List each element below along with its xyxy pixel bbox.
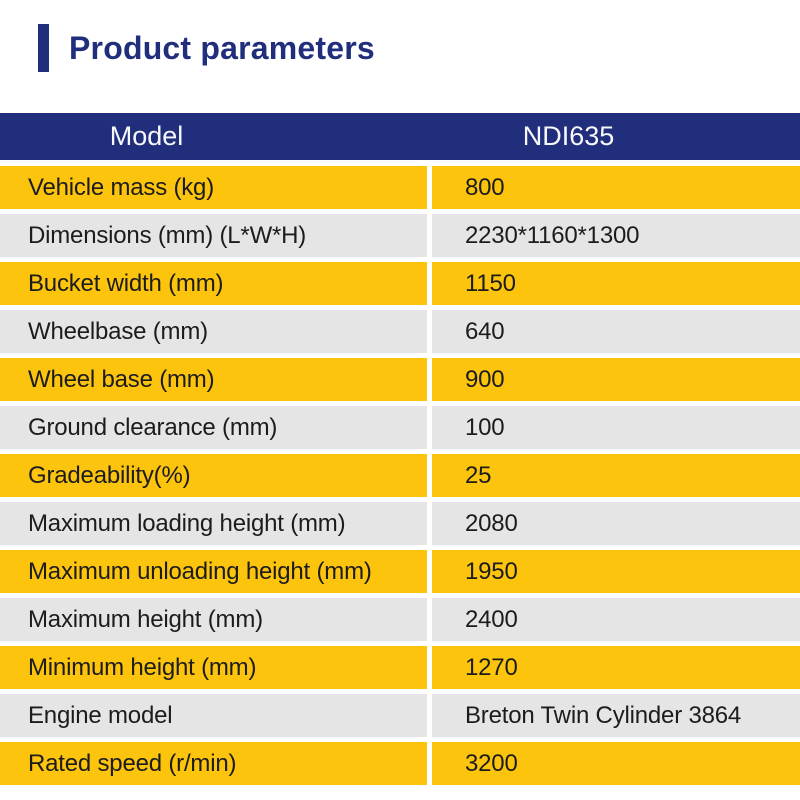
row-label: Minimum height (mm): [0, 646, 427, 689]
page-title: Product parameters: [69, 30, 375, 66]
title-accent-bar: [38, 24, 49, 72]
spec-table-body: Vehicle mass (kg) 800 Dimensions (mm) (L…: [0, 166, 800, 785]
row-label: Ground clearance (mm): [0, 406, 427, 449]
row-label: Rated speed (r/min): [0, 742, 427, 785]
row-value: 2230*1160*1300: [432, 214, 800, 257]
row-value: 640: [432, 310, 800, 353]
row-label: Gradeability(%): [0, 454, 427, 497]
table-row: Engine model Breton Twin Cylinder 3864: [0, 694, 800, 737]
spec-table-header-row: Model NDI635: [0, 113, 800, 160]
row-label: Dimensions (mm) (L*W*H): [0, 214, 427, 257]
row-value: 1150: [432, 262, 800, 305]
row-label: Engine model: [0, 694, 427, 737]
row-value: 1270: [432, 646, 800, 689]
row-value: 2080: [432, 502, 800, 545]
row-value: 3200: [432, 742, 800, 785]
table-row: Maximum unloading height (mm) 1950: [0, 550, 800, 593]
row-value: 25: [432, 454, 800, 497]
row-label: Vehicle mass (kg): [0, 166, 427, 209]
section-title-block: Product parameters: [38, 24, 375, 72]
row-label: Bucket width (mm): [0, 262, 427, 305]
row-value: 900: [432, 358, 800, 401]
row-label: Maximum loading height (mm): [0, 502, 427, 545]
table-row: Rated speed (r/min) 3200: [0, 742, 800, 785]
table-row: Bucket width (mm) 1150: [0, 262, 800, 305]
table-row: Wheel base (mm) 900: [0, 358, 800, 401]
row-label: Maximum unloading height (mm): [0, 550, 427, 593]
row-label: Wheel base (mm): [0, 358, 427, 401]
table-row: Minimum height (mm) 1270: [0, 646, 800, 689]
table-row: Maximum height (mm) 2400: [0, 598, 800, 641]
row-value: 800: [432, 166, 800, 209]
table-row: Vehicle mass (kg) 800: [0, 166, 800, 209]
row-value: 1950: [432, 550, 800, 593]
row-label: Maximum height (mm): [0, 598, 427, 641]
header-cell-model-value: NDI635: [522, 121, 615, 151]
spec-table: Model NDI635 Vehicle mass (kg) 800 Dimen…: [0, 113, 800, 790]
table-row: Gradeability(%) 25: [0, 454, 800, 497]
table-row: Ground clearance (mm) 100: [0, 406, 800, 449]
table-row: Maximum loading height (mm) 2080: [0, 502, 800, 545]
header-cell-model: Model: [109, 121, 184, 151]
table-row: Dimensions (mm) (L*W*H) 2230*1160*1300: [0, 214, 800, 257]
row-label: Wheelbase (mm): [0, 310, 427, 353]
row-value: 2400: [432, 598, 800, 641]
row-value: Breton Twin Cylinder 3864: [432, 694, 800, 737]
table-row: Wheelbase (mm) 640: [0, 310, 800, 353]
row-value: 100: [432, 406, 800, 449]
